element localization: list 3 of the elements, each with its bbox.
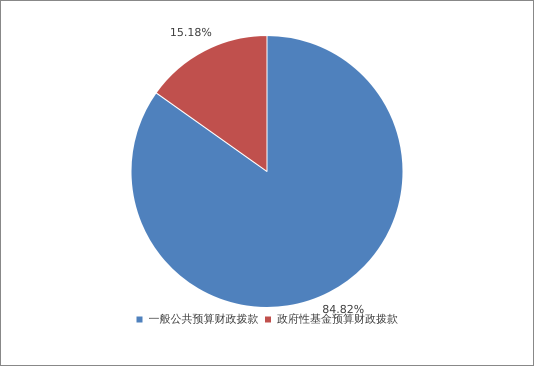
legend-label: 一般公共预算财政拨款 [148, 312, 258, 326]
data-label: 15.18% [170, 26, 212, 39]
legend-label: 政府性基金预算财政拨款 [277, 312, 398, 326]
